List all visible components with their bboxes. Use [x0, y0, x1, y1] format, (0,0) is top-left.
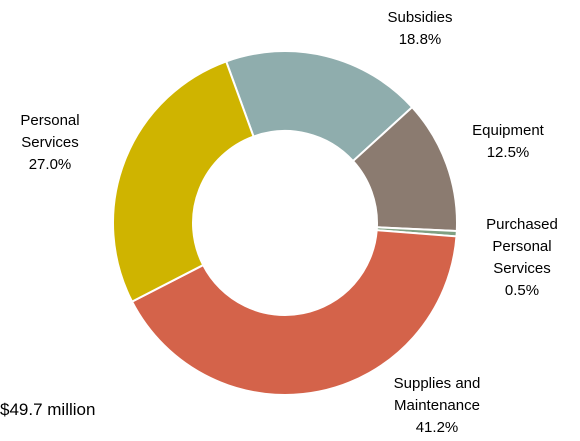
- slice-name-line: Maintenance: [394, 397, 480, 414]
- slice-label-supplies-and-maintenance: Supplies and Maintenance 41.2%: [394, 375, 481, 436]
- slice-name-line: Purchased: [486, 216, 558, 233]
- slice-supplies-and-maintenance: [130, 229, 458, 396]
- slice-value: 12.5%: [487, 144, 530, 161]
- slice-value: 41.2%: [416, 419, 459, 436]
- slice-name-line: Subsidies: [387, 9, 452, 26]
- total-footnote: $49.7 million: [0, 400, 96, 419]
- slice-name-line: Services: [21, 134, 79, 151]
- slice-labels: Subsidies 18.8% Equipment 12.5% Purchased Per…: [20, 9, 557, 436]
- slice-value: 18.8%: [399, 31, 442, 48]
- slice-label-purchased-personal-services: Purchased Personal Services 0.5%: [486, 216, 558, 299]
- slice-name-line: Equipment: [472, 122, 545, 139]
- slice-name-line: Services: [493, 260, 551, 277]
- slice-label-equipment: Equipment 12.5%: [472, 122, 545, 161]
- slice-label-personal-services: Personal Services 27.0%: [20, 112, 79, 173]
- slice-name-line: Supplies and: [394, 375, 481, 392]
- slice-subsidies: [224, 50, 414, 163]
- slice-name-line: Personal: [492, 238, 551, 255]
- slice-value: 0.5%: [505, 282, 539, 299]
- donut-slices: [112, 50, 458, 396]
- slice-personal-services: [112, 60, 255, 303]
- slice-name-line: Personal: [20, 112, 79, 129]
- slice-label-subsidies: Subsidies 18.8%: [387, 9, 452, 48]
- slice-value: 27.0%: [29, 156, 72, 173]
